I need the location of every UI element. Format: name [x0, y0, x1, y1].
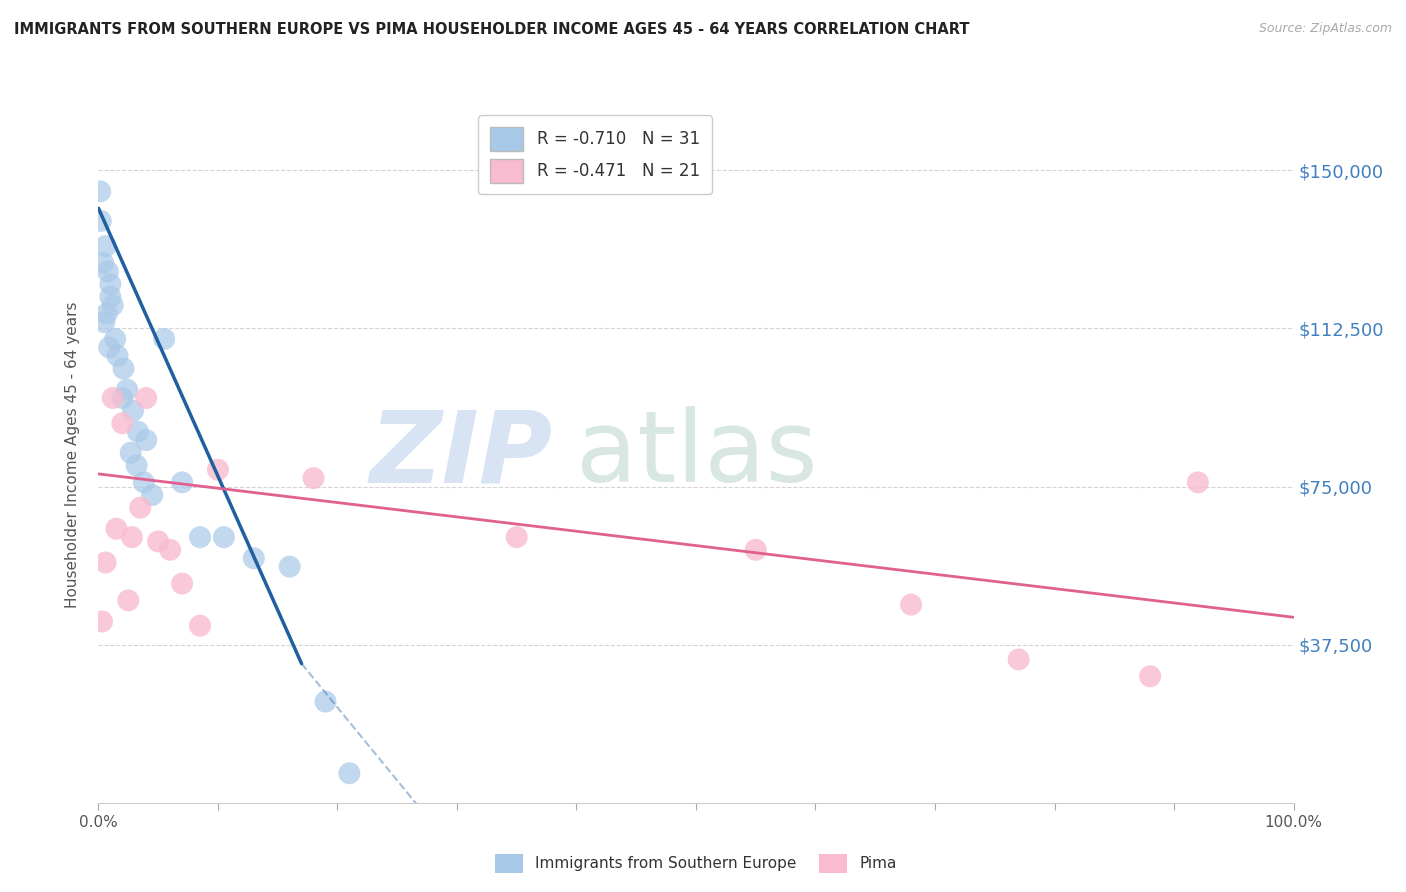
Point	[278, 559, 301, 574]
Point	[115, 383, 138, 397]
Point	[125, 458, 148, 473]
Legend: Immigrants from Southern Europe, Pima: Immigrants from Southern Europe, Pima	[489, 847, 903, 879]
Point	[135, 433, 157, 447]
Point	[159, 542, 181, 557]
Point	[122, 403, 145, 417]
Point	[1187, 475, 1209, 490]
Point	[97, 264, 120, 278]
Point	[315, 695, 337, 709]
Point	[212, 530, 235, 544]
Point	[98, 290, 122, 304]
Point	[207, 463, 229, 477]
Point	[900, 598, 922, 612]
Point	[1007, 652, 1029, 666]
Point	[153, 332, 176, 346]
Point	[111, 417, 134, 431]
Point	[120, 446, 142, 460]
Text: IMMIGRANTS FROM SOUTHERN EUROPE VS PIMA HOUSEHOLDER INCOME AGES 45 - 64 YEARS CO: IMMIGRANTS FROM SOUTHERN EUROPE VS PIMA …	[14, 22, 970, 37]
Point	[302, 471, 325, 485]
Point	[141, 488, 163, 502]
Point	[172, 475, 194, 490]
Point	[132, 475, 155, 490]
Point	[172, 576, 194, 591]
Point	[89, 185, 111, 199]
Point	[105, 522, 128, 536]
Text: atlas: atlas	[576, 407, 818, 503]
Point	[96, 307, 118, 321]
Text: ZIP: ZIP	[370, 407, 553, 503]
Point	[129, 500, 152, 515]
Point	[107, 349, 129, 363]
Point	[506, 530, 529, 544]
Point	[112, 361, 135, 376]
Point	[339, 766, 360, 780]
Point	[135, 391, 157, 405]
Point	[93, 315, 115, 329]
Text: Source: ZipAtlas.com: Source: ZipAtlas.com	[1258, 22, 1392, 36]
Point	[94, 239, 117, 253]
Point	[101, 298, 124, 312]
Point	[148, 534, 170, 549]
Point	[127, 425, 149, 439]
Point	[121, 530, 143, 544]
Point	[188, 618, 211, 632]
Point	[745, 542, 768, 557]
Point	[98, 340, 121, 354]
Point	[90, 214, 112, 228]
Point	[188, 530, 211, 544]
Point	[243, 551, 266, 566]
Point	[117, 593, 139, 607]
Point	[94, 556, 117, 570]
Point	[91, 256, 114, 270]
Y-axis label: Householder Income Ages 45 - 64 years: Householder Income Ages 45 - 64 years	[65, 301, 80, 608]
Point	[101, 391, 124, 405]
Point	[104, 332, 127, 346]
Point	[111, 391, 134, 405]
Point	[91, 615, 114, 629]
Point	[1139, 669, 1161, 683]
Point	[98, 277, 122, 292]
